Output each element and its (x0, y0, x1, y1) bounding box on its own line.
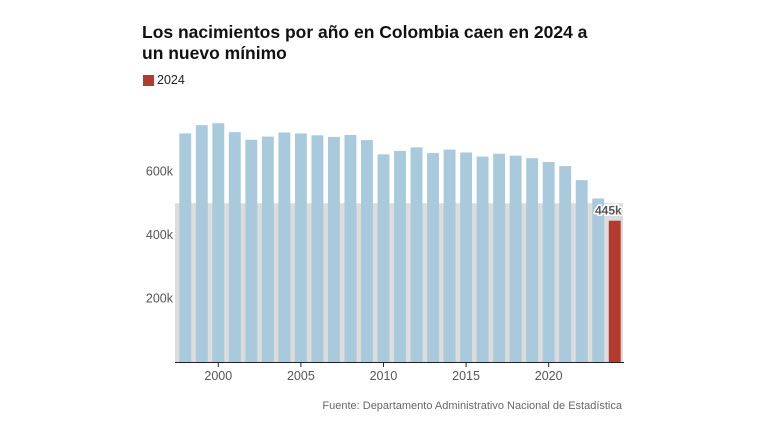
bar (311, 135, 324, 362)
bar (460, 152, 473, 362)
x-tick-label: 2010 (370, 369, 398, 383)
bar (344, 134, 357, 362)
bar (410, 147, 423, 362)
x-tick-label: 2000 (204, 369, 232, 383)
bar (394, 150, 406, 362)
y-tick-label: 200k (146, 292, 174, 306)
bar-highlight (608, 220, 621, 362)
bar (228, 132, 241, 362)
y-tick-label: 600k (146, 165, 174, 179)
bar (575, 180, 588, 362)
y-tick-label: 400k (146, 228, 174, 242)
bar (493, 153, 506, 362)
bar (179, 133, 192, 362)
bar (327, 136, 340, 362)
bar (294, 133, 307, 362)
bar (278, 132, 291, 362)
bar (509, 155, 522, 362)
bar (261, 136, 274, 362)
bar (443, 149, 456, 362)
legend-swatch (143, 74, 154, 86)
bar (592, 198, 605, 362)
bar (377, 154, 390, 362)
highlight-value-label: 445k (595, 204, 622, 218)
bar (427, 153, 439, 362)
bar (195, 125, 208, 363)
legend-label: 2024 (157, 73, 185, 87)
bar (245, 139, 258, 362)
bar (559, 166, 572, 362)
chart-title: Los nacimientos por año en Colombia caen… (142, 22, 588, 63)
bar (542, 161, 555, 362)
legend: 2024 (143, 73, 185, 87)
source-note: Fuente: Departamento Administrativo Naci… (322, 400, 622, 412)
x-tick-label: 2005 (287, 369, 315, 383)
bar (212, 123, 225, 363)
bar (476, 156, 489, 362)
bar (526, 158, 539, 362)
x-tick-label: 2015 (452, 369, 480, 383)
bar (361, 140, 373, 362)
x-tick-label: 2020 (535, 369, 563, 383)
